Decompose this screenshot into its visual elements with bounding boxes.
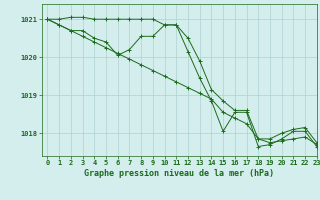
X-axis label: Graphe pression niveau de la mer (hPa): Graphe pression niveau de la mer (hPa) — [84, 169, 274, 178]
